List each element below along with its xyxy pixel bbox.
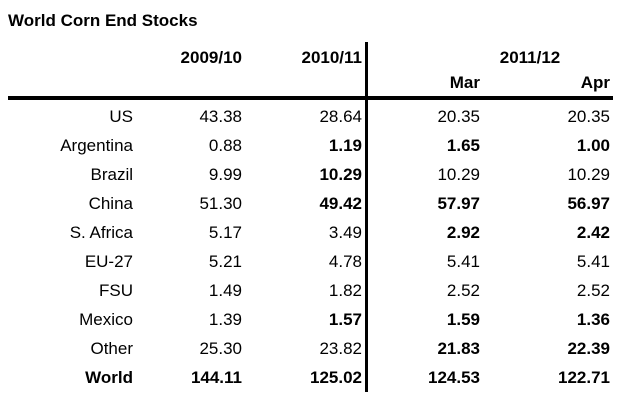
table-row: World 144.11 125.02 124.53 122.71 [0, 363, 610, 392]
value-cell: 2.52 [576, 280, 610, 300]
table-row: Brazil 9.99 10.29 10.29 10.29 [0, 160, 610, 189]
value-cell: 1.49 [208, 280, 242, 300]
value-cell: 21.83 [437, 338, 480, 358]
value-cell: 1.82 [328, 280, 362, 300]
column-header-2009-10: 2009/10 [180, 48, 242, 67]
value-cell: 51.30 [199, 193, 242, 213]
value-cell: 1.00 [576, 135, 610, 155]
value-cell: 9.99 [208, 164, 242, 184]
value-cell: 43.38 [199, 106, 242, 126]
value-cell: 5.41 [446, 251, 480, 271]
row-label: FSU [99, 280, 133, 300]
value-cell: 10.29 [567, 164, 610, 184]
table-row: Other 25.30 23.82 21.83 22.39 [0, 334, 610, 363]
table-row: Mexico 1.39 1.57 1.59 1.36 [0, 305, 610, 334]
column-header-apr: Apr [580, 73, 610, 92]
value-cell: 10.29 [437, 164, 480, 184]
table-row: S. Africa 5.17 3.49 2.92 2.42 [0, 218, 610, 247]
column-divider [365, 42, 368, 392]
value-cell: 56.97 [567, 193, 610, 213]
value-cell: 4.78 [328, 251, 362, 271]
value-cell: 3.49 [328, 222, 362, 242]
row-label: Argentina [60, 135, 133, 155]
table-row: EU-27 5.21 4.78 5.41 5.41 [0, 247, 610, 276]
value-cell: 5.21 [208, 251, 242, 271]
value-cell: 5.41 [576, 251, 610, 271]
value-cell: 0.88 [208, 135, 242, 155]
row-label: World [85, 367, 133, 387]
value-cell: 20.35 [567, 106, 610, 126]
table-row: Argentina 0.88 1.19 1.65 1.00 [0, 131, 610, 160]
value-cell: 57.97 [437, 193, 480, 213]
value-cell: 5.17 [208, 222, 242, 242]
value-cell: 25.30 [199, 338, 242, 358]
row-label: US [109, 106, 133, 126]
table-row: FSU 1.49 1.82 2.52 2.52 [0, 276, 610, 305]
value-cell: 10.29 [319, 164, 362, 184]
value-cell: 144.11 [190, 367, 242, 387]
value-cell: 20.35 [437, 106, 480, 126]
table-rows: US 43.38 28.64 20.35 20.35 Argentina 0.88 1.19 1… [0, 102, 610, 392]
value-cell: 124.53 [428, 367, 480, 387]
value-cell: 2.42 [576, 222, 610, 242]
row-label: Mexico [79, 309, 133, 329]
row-label: Other [90, 338, 133, 358]
value-cell: 28.64 [319, 106, 362, 126]
value-cell: 2.92 [446, 222, 480, 242]
value-cell: 22.39 [567, 338, 610, 358]
value-cell: 23.82 [319, 338, 362, 358]
row-label: EU-27 [84, 251, 133, 271]
table-row: US 43.38 28.64 20.35 20.35 [0, 102, 610, 131]
value-cell: 1.39 [208, 309, 242, 329]
table-row: China 51.30 49.42 57.97 56.97 [0, 189, 610, 218]
value-cell: 122.71 [558, 367, 610, 387]
row-label: China [88, 193, 133, 213]
header-rule [8, 96, 613, 100]
row-label: S. Africa [69, 222, 133, 242]
value-cell: 1.59 [446, 309, 480, 329]
column-header-2010-11: 2010/11 [301, 48, 362, 67]
value-cell: 1.57 [328, 309, 362, 329]
value-cell: 125.02 [310, 367, 362, 387]
value-cell: 49.42 [319, 193, 362, 213]
column-header-mar: Mar [449, 73, 480, 92]
value-cell: 1.36 [576, 309, 610, 329]
row-label: Brazil [90, 164, 133, 184]
column-group-header-2011-12: 2011/12 [499, 48, 561, 67]
value-cell: 2.52 [446, 280, 480, 300]
value-cell: 1.65 [446, 135, 480, 155]
table-title: World Corn End Stocks [8, 11, 198, 30]
value-cell: 1.19 [328, 135, 362, 155]
